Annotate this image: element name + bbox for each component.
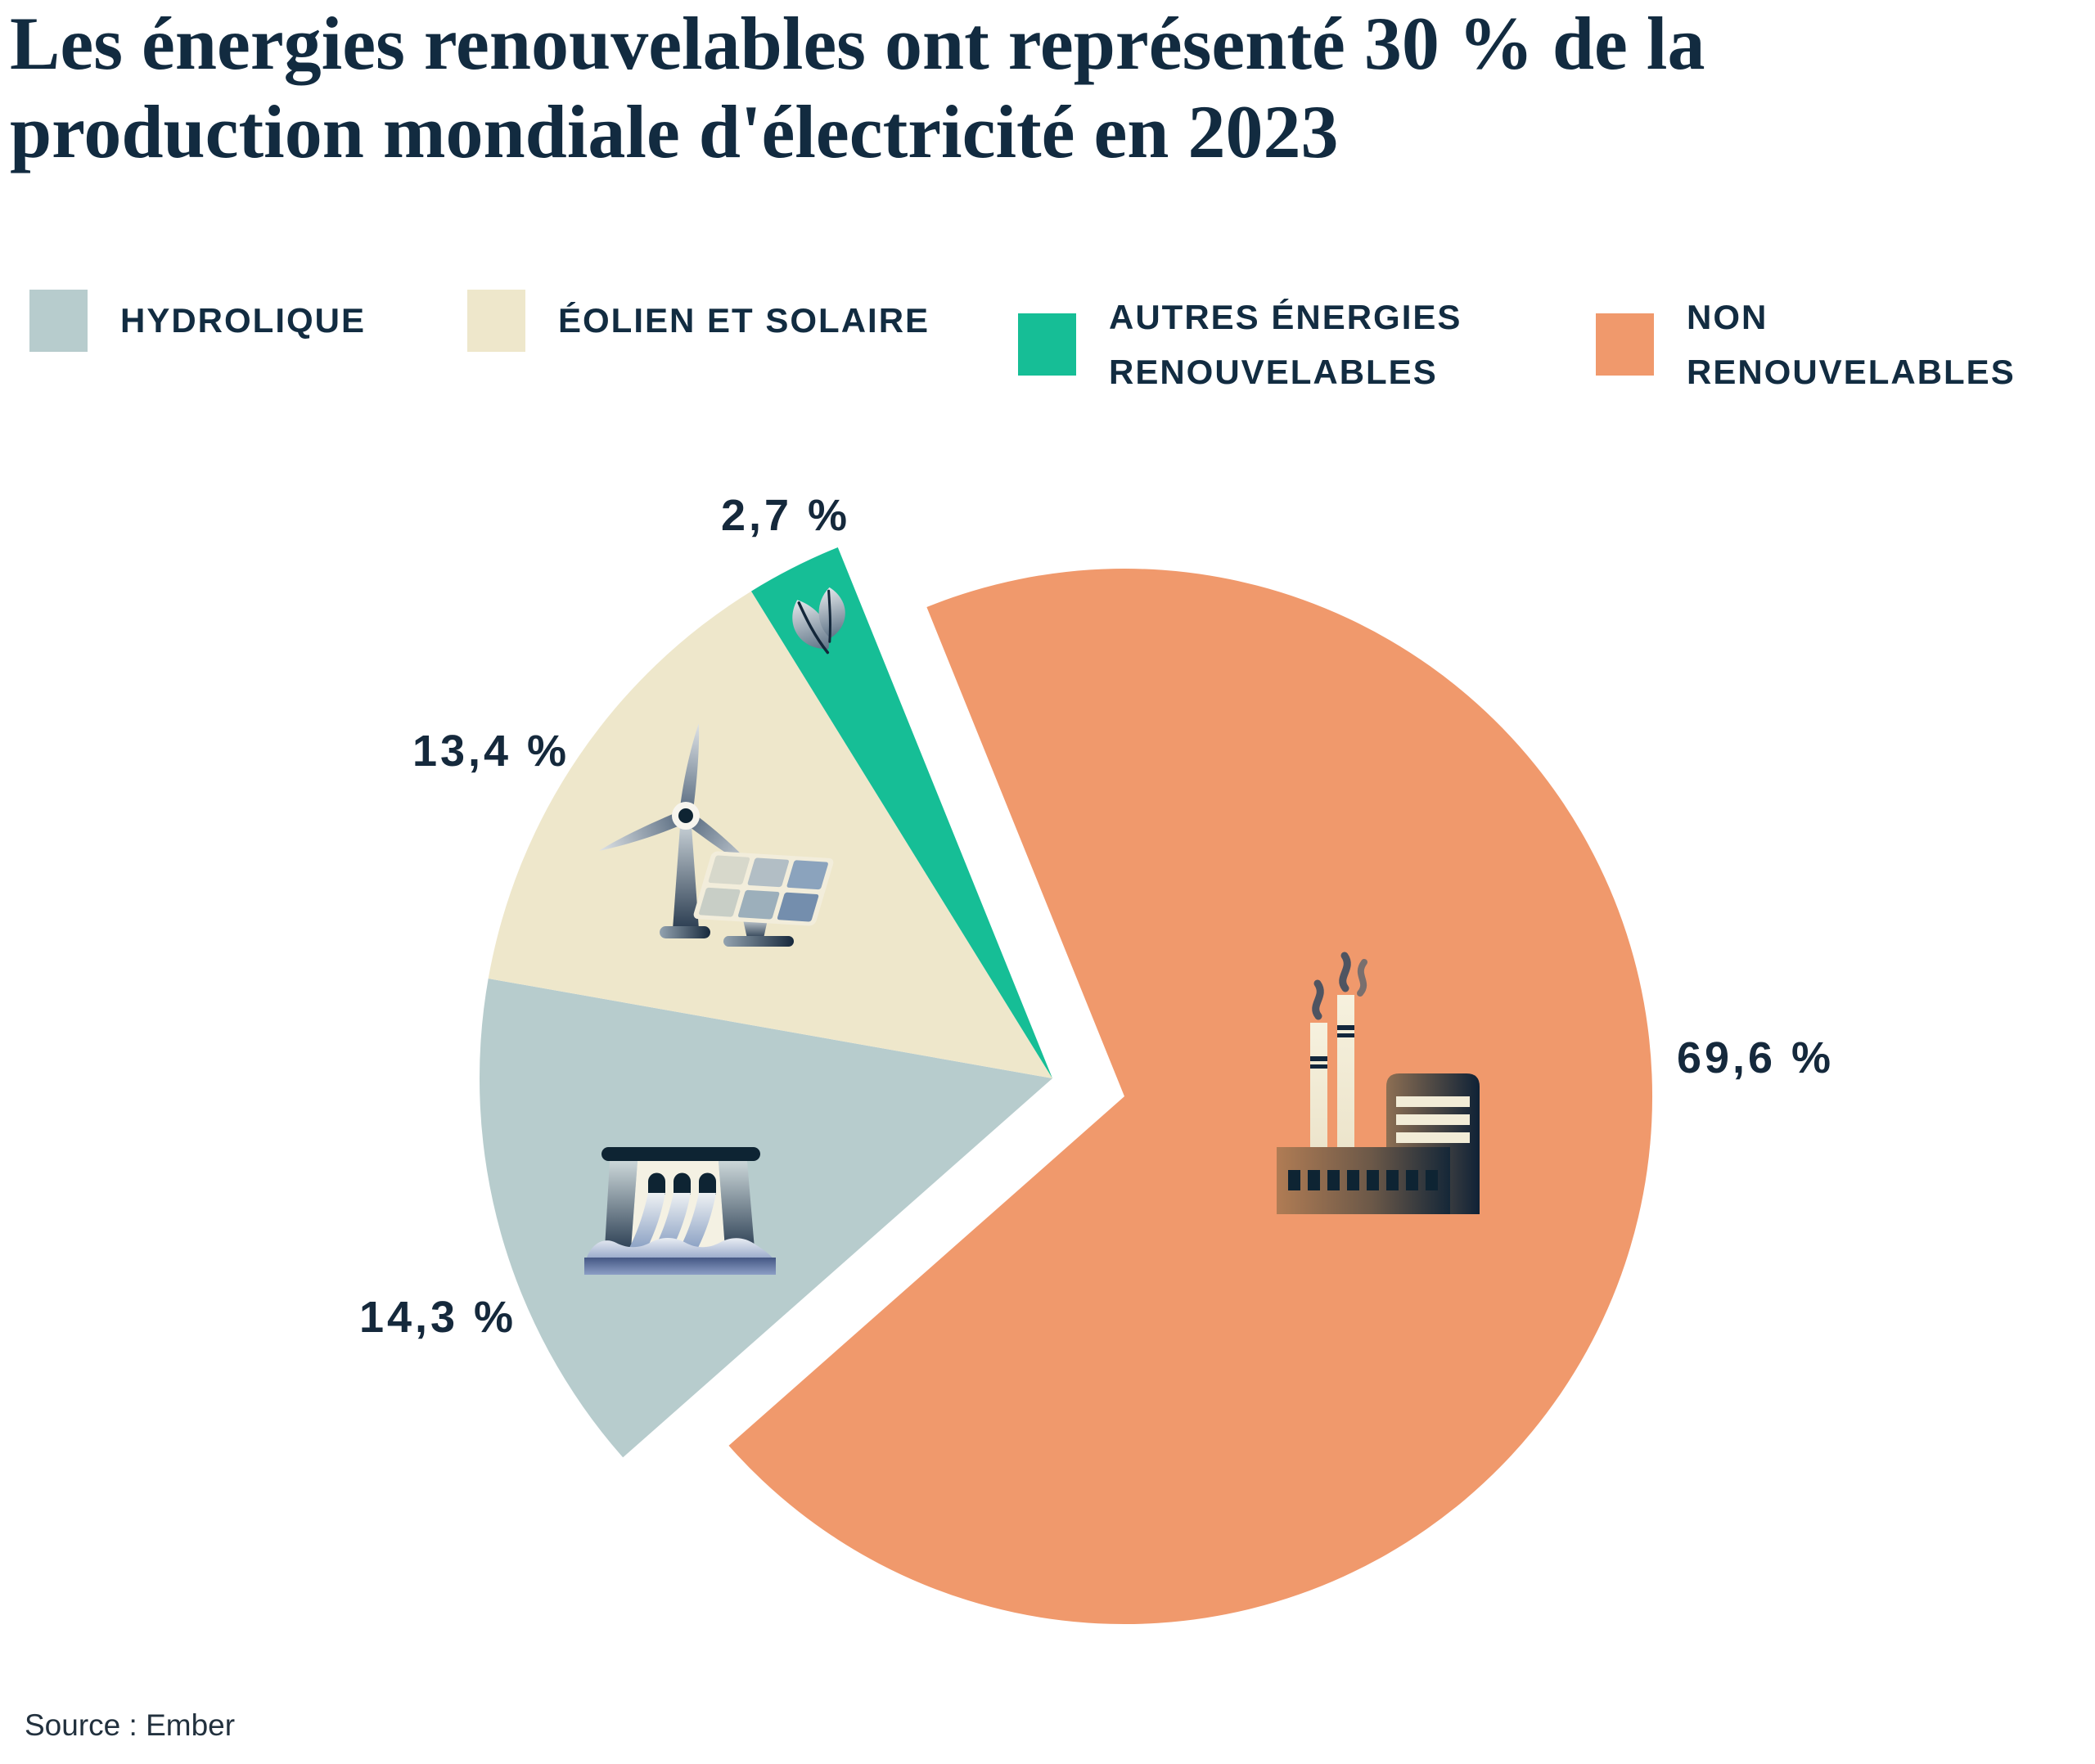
hydro-dam-icon — [584, 1147, 776, 1275]
slice-label-non-renouvelables: 69,6 % — [1676, 1033, 1835, 1082]
legend-item-non-renouvelables: NON RENOUVELABLES — [1596, 290, 2095, 399]
legend-label-eolien-solaire: ÉOLIEN ET SOLAIRE — [558, 301, 930, 340]
solar-panel-icon — [693, 851, 834, 947]
legend-label-non-renouvelables: NON RENOUVELABLES — [1687, 298, 2016, 392]
slice-label-eolien-solaire: 13,4 % — [412, 727, 570, 776]
pie-slice-autres-energies — [751, 547, 1052, 1078]
pie-slice-eolien-solaire — [488, 591, 1052, 1078]
legend-swatch-autres-energies — [1018, 313, 1076, 376]
legend-label-hydrolique: HYDROLIQUE — [120, 301, 367, 340]
legend-item-autres-energies: AUTRES ÉNERGIES RENOUVELABLES — [1018, 290, 1462, 399]
source-note: Source : Ember — [25, 1708, 236, 1742]
legend-swatch-hydrolique — [29, 290, 88, 352]
pie-slice-hydrolique — [479, 979, 1052, 1458]
slice-label-hydrolique: 14,3 % — [358, 1293, 517, 1342]
legend-item-hydrolique: HYDROLIQUE — [29, 290, 366, 352]
pie-slice-non-renouvelables — [728, 569, 1653, 1625]
page-title-line1: Les énergies renouvelables ont représent… — [10, 2, 1705, 85]
factory-icon — [1277, 952, 1480, 1214]
legend-item-eolien-solaire: ÉOLIEN ET SOLAIRE — [467, 290, 930, 352]
leaf-icon — [792, 587, 845, 655]
page-title-line2: production mondiale d'électricité en 202… — [10, 89, 1339, 173]
legend-swatch-non-renouvelables — [1596, 313, 1654, 376]
slice-label-autres-energies: 2,7 % — [720, 491, 851, 540]
page-title: Les énergies renouvelables ont représent… — [10, 0, 1705, 176]
legend-label-autres-energies: AUTRES ÉNERGIES RENOUVELABLES — [1109, 298, 1462, 392]
legend-swatch-eolien-solaire — [467, 290, 525, 352]
